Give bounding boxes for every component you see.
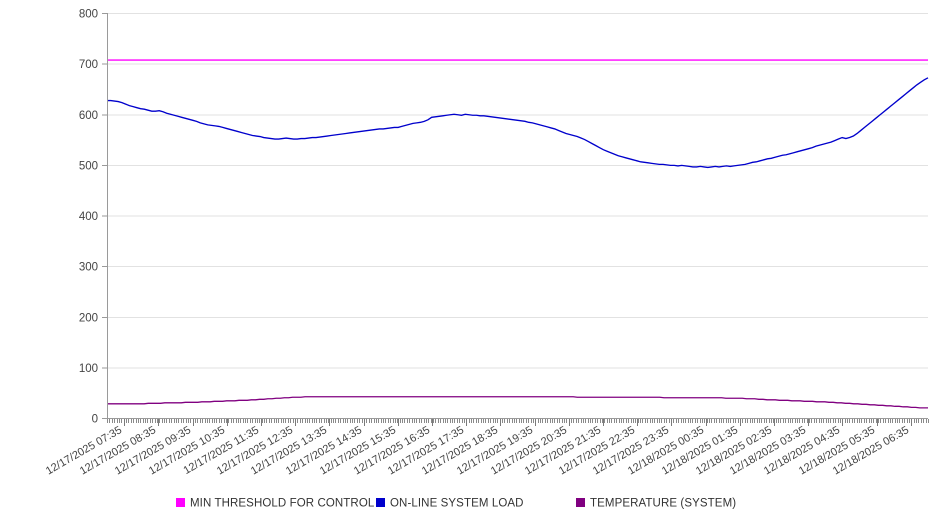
legend-label: TEMPERATURE (SYSTEM) xyxy=(590,498,736,510)
y-axis-tick-label: 500 xyxy=(79,160,98,172)
legend-swatch xyxy=(176,498,185,507)
gridlines xyxy=(107,13,928,369)
y-axis-tick-label: 300 xyxy=(79,262,98,274)
y-axis-tick-label: 800 xyxy=(79,9,98,21)
y-axis-tick-label: 700 xyxy=(79,59,98,71)
x-axis-minor-ticks xyxy=(107,419,929,423)
series-line-1 xyxy=(107,77,929,169)
y-axis-tick-label: 600 xyxy=(79,110,98,122)
y-axis-tick-label: 100 xyxy=(79,363,98,375)
y-axis-ticks xyxy=(102,13,107,419)
y-axis-tick-label: 200 xyxy=(79,312,98,324)
series-group xyxy=(107,59,929,409)
legend-label: ON-LINE SYSTEM LOAD xyxy=(390,498,524,510)
legend-swatch xyxy=(576,498,585,507)
y-axis-labels: 0 100 200 300 400 500 600 700 800 xyxy=(79,9,98,426)
series-line-2 xyxy=(107,396,928,409)
y-axis-tick-label: 400 xyxy=(79,211,98,223)
x-axis-major-ticks xyxy=(124,419,912,426)
legend-label: MIN THRESHOLD FOR CONTROL xyxy=(190,498,375,510)
chart-legend: MIN THRESHOLD FOR CONTROL ON-LINE SYSTEM … xyxy=(176,498,736,510)
y-axis-tick-label: 0 xyxy=(92,414,98,426)
legend-swatch xyxy=(376,498,385,507)
